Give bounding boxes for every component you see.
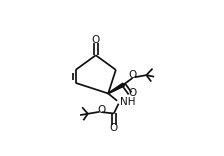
Text: O: O xyxy=(128,70,137,80)
Text: NH: NH xyxy=(120,97,135,107)
Text: O: O xyxy=(92,35,100,45)
Polygon shape xyxy=(108,83,124,94)
Text: O: O xyxy=(110,123,118,133)
Text: O: O xyxy=(97,105,106,115)
Text: O: O xyxy=(128,88,136,98)
